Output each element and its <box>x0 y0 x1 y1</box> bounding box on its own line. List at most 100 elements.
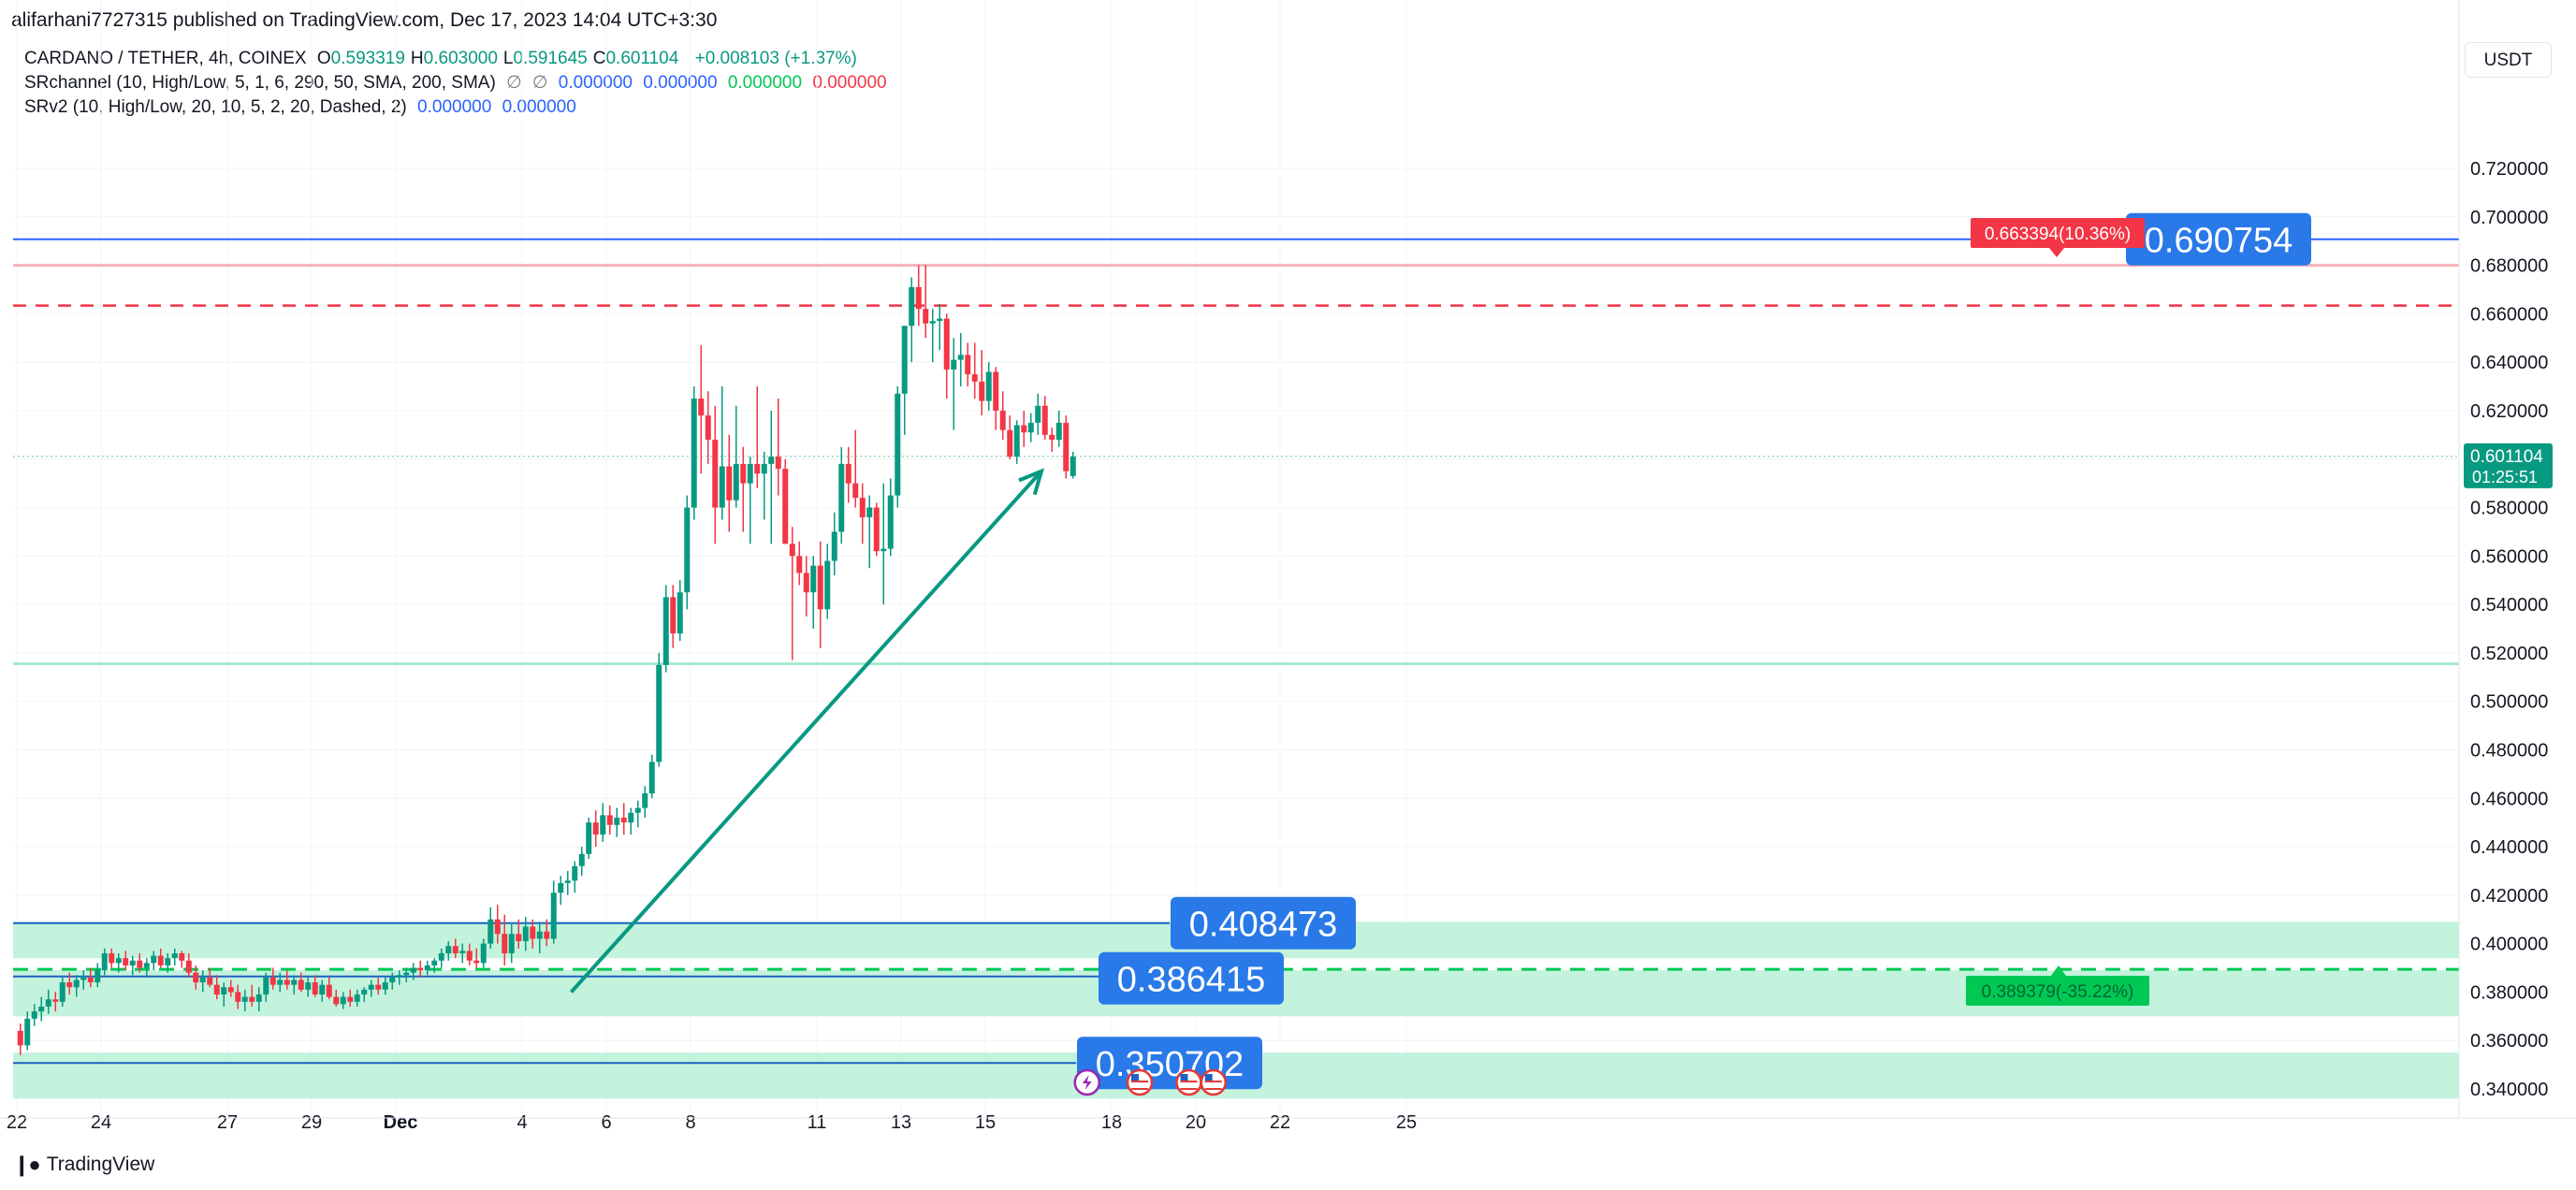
candle-body[interactable] <box>578 853 585 866</box>
candle-body[interactable] <box>277 980 284 985</box>
legend-symbol[interactable]: CARDANO / TETHER, 4h, COINEX <box>24 49 307 68</box>
candle-body[interactable] <box>1063 422 1070 472</box>
candle-body[interactable] <box>137 960 143 968</box>
candle-body[interactable] <box>614 817 620 825</box>
candle-body[interactable] <box>634 807 641 813</box>
candle-body[interactable] <box>620 817 627 823</box>
candle-body[interactable] <box>312 982 318 995</box>
candle-body[interactable] <box>606 815 613 825</box>
candle-body[interactable] <box>796 556 803 573</box>
candle-body[interactable] <box>171 952 178 959</box>
candle-body[interactable] <box>382 982 388 990</box>
candle-body[interactable] <box>438 952 444 961</box>
candle-body[interactable] <box>291 980 298 985</box>
candle-body[interactable] <box>817 565 823 610</box>
candle-body[interactable] <box>895 393 901 496</box>
candle-body[interactable] <box>123 958 129 965</box>
candle-body[interactable] <box>95 970 101 983</box>
candle-body[interactable] <box>726 466 733 501</box>
candle-body[interactable] <box>516 934 522 942</box>
candle-body[interactable] <box>179 952 185 961</box>
candle-body[interactable] <box>803 573 809 593</box>
candle-body[interactable] <box>782 469 789 544</box>
candle-body[interactable] <box>340 996 346 1005</box>
candle-body[interactable] <box>859 498 866 517</box>
candle-body[interactable] <box>494 919 501 935</box>
tradingview-brand[interactable]: ❙● TradingView <box>13 1153 154 1177</box>
candle-body[interactable] <box>592 822 599 835</box>
candle-body[interactable] <box>255 994 262 1002</box>
current-price-tag[interactable] <box>2464 443 2553 488</box>
candle-body[interactable] <box>1055 422 1062 441</box>
candle-body[interactable] <box>965 355 971 375</box>
candle-body[interactable] <box>572 865 578 881</box>
candle-body[interactable] <box>880 548 887 552</box>
candle-body[interactable] <box>80 977 87 980</box>
candle-body[interactable] <box>824 560 831 610</box>
candle-body[interactable] <box>445 946 452 953</box>
candle-body[interactable] <box>712 440 719 508</box>
candle-body[interactable] <box>284 980 290 985</box>
candle-body[interactable] <box>677 592 683 634</box>
candle-body[interactable] <box>396 975 402 978</box>
candle-body[interactable] <box>648 762 655 794</box>
candle-body[interactable] <box>522 926 529 942</box>
candle-body[interactable] <box>389 977 396 983</box>
target-red-label-box[interactable] <box>1971 218 2145 248</box>
candle-body[interactable] <box>488 919 494 944</box>
candle-body[interactable] <box>558 882 564 893</box>
candle-body[interactable] <box>852 483 859 499</box>
candle-body[interactable] <box>957 355 964 360</box>
candle-body[interactable] <box>417 967 424 971</box>
candle-body[interactable] <box>249 996 255 1002</box>
candle-body[interactable] <box>319 984 326 995</box>
candle-body[interactable] <box>17 1030 23 1046</box>
candle-body[interactable] <box>431 960 438 965</box>
candle-body[interactable] <box>993 371 999 411</box>
candle-body[interactable] <box>1007 429 1013 457</box>
candle-body[interactable] <box>887 495 894 549</box>
candle-body[interactable] <box>979 381 985 401</box>
candle-body[interactable] <box>937 318 943 322</box>
candle-body[interactable] <box>747 463 753 484</box>
candle-body[interactable] <box>564 880 571 883</box>
candle-body[interactable] <box>754 463 761 474</box>
candle-body[interactable] <box>326 984 332 997</box>
candle-body[interactable] <box>403 972 410 976</box>
candle-body[interactable] <box>1035 405 1041 423</box>
candle-body[interactable] <box>662 597 669 665</box>
candle-body[interactable] <box>775 457 781 470</box>
candle-body[interactable] <box>207 977 213 985</box>
candle-body[interactable] <box>424 965 430 971</box>
candle-body[interactable] <box>466 951 473 961</box>
candle-body[interactable] <box>368 984 374 990</box>
candle-body[interactable] <box>157 955 164 965</box>
candle-body[interactable] <box>544 931 550 939</box>
candle-body[interactable] <box>719 466 725 508</box>
candle-body[interactable] <box>1070 457 1076 476</box>
candle-body[interactable] <box>45 999 51 1007</box>
candle-body[interactable] <box>129 960 136 965</box>
candle-body[interactable] <box>115 958 122 964</box>
candle-body[interactable] <box>789 544 795 557</box>
candle-body[interactable] <box>24 1018 31 1046</box>
candle-body[interactable] <box>199 977 206 983</box>
candle-body[interactable] <box>971 374 978 382</box>
candle-body[interactable] <box>87 977 94 983</box>
candle-body[interactable] <box>1041 405 1048 435</box>
currency-button[interactable]: USDT <box>2465 42 2552 78</box>
candle-body[interactable] <box>951 359 957 370</box>
candle-body[interactable] <box>410 967 416 973</box>
candle-body[interactable] <box>1027 422 1034 433</box>
candle-body[interactable] <box>235 992 241 1002</box>
candle-body[interactable] <box>38 1006 45 1012</box>
candle-body[interactable] <box>866 507 873 517</box>
candle-body[interactable] <box>600 815 606 835</box>
candle-body[interactable] <box>705 415 711 441</box>
candle-body[interactable] <box>873 507 880 552</box>
candle-body[interactable] <box>347 996 354 1002</box>
candle-body[interactable] <box>691 399 697 508</box>
candle-body[interactable] <box>221 987 227 995</box>
candle-body[interactable] <box>923 309 929 324</box>
